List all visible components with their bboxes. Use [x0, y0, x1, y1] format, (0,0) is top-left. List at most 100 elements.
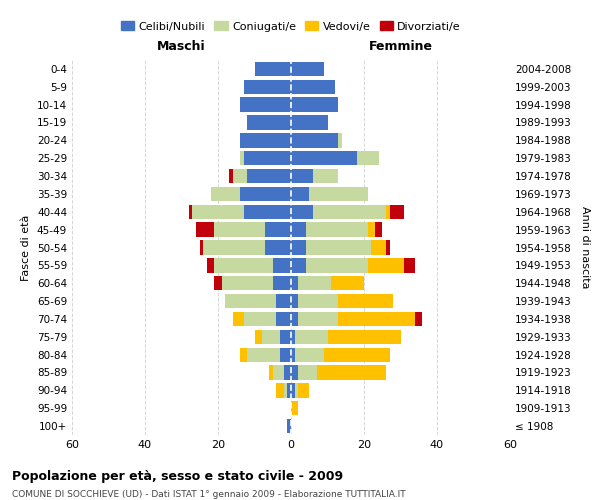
Bar	[298, 383, 309, 398]
Bar	[240, 348, 247, 362]
Bar	[338, 294, 393, 308]
Bar	[277, 294, 291, 308]
Bar	[368, 258, 404, 272]
Bar	[233, 312, 244, 326]
Bar	[291, 62, 324, 76]
Bar	[291, 330, 295, 344]
Bar	[200, 240, 203, 254]
Bar	[214, 276, 221, 290]
Bar	[280, 330, 291, 344]
Bar	[240, 98, 291, 112]
Bar	[273, 258, 291, 272]
Bar	[295, 383, 298, 398]
Bar	[211, 187, 240, 201]
Bar	[291, 294, 298, 308]
Bar	[273, 276, 291, 290]
Bar	[273, 366, 284, 380]
Bar	[291, 258, 305, 272]
Bar	[415, 312, 422, 326]
Bar	[244, 151, 291, 166]
Bar	[247, 169, 291, 183]
Bar	[262, 330, 280, 344]
Bar	[214, 258, 273, 272]
Bar	[244, 80, 291, 94]
Bar	[240, 187, 291, 201]
Bar	[389, 204, 404, 219]
Bar	[291, 276, 298, 290]
Bar	[371, 240, 386, 254]
Bar	[291, 348, 295, 362]
Bar	[305, 258, 368, 272]
Bar	[254, 62, 291, 76]
Bar	[317, 366, 386, 380]
Bar	[298, 276, 331, 290]
Bar	[226, 294, 277, 308]
Bar	[240, 151, 244, 166]
Bar	[291, 133, 338, 148]
Bar	[291, 80, 335, 94]
Bar	[368, 222, 375, 237]
Bar	[338, 312, 415, 326]
Bar	[309, 187, 368, 201]
Bar	[287, 383, 291, 398]
Bar	[284, 366, 291, 380]
Text: Popolazione per età, sesso e stato civile - 2009: Popolazione per età, sesso e stato civil…	[12, 470, 343, 483]
Bar	[203, 240, 265, 254]
Bar	[291, 240, 305, 254]
Y-axis label: Anni di nascita: Anni di nascita	[580, 206, 590, 289]
Bar	[331, 276, 364, 290]
Bar	[386, 204, 389, 219]
Bar	[214, 222, 265, 237]
Bar	[269, 366, 273, 380]
Bar	[291, 401, 298, 415]
Bar	[277, 312, 291, 326]
Bar	[229, 169, 233, 183]
Bar	[298, 366, 317, 380]
Bar	[305, 222, 368, 237]
Bar	[291, 204, 313, 219]
Bar	[298, 312, 338, 326]
Bar	[207, 258, 214, 272]
Bar	[291, 312, 298, 326]
Legend: Celibi/Nubili, Coniugati/e, Vedovi/e, Divorziati/e: Celibi/Nubili, Coniugati/e, Vedovi/e, Di…	[116, 17, 466, 36]
Bar	[295, 330, 328, 344]
Bar	[404, 258, 415, 272]
Bar	[291, 116, 328, 130]
Bar	[265, 240, 291, 254]
Bar	[287, 419, 291, 433]
Bar	[313, 204, 386, 219]
Text: Femmine: Femmine	[368, 40, 433, 52]
Bar	[265, 222, 291, 237]
Bar	[291, 98, 338, 112]
Bar	[291, 151, 356, 166]
Bar	[356, 151, 379, 166]
Text: COMUNE DI SOCCHIEVE (UD) - Dati ISTAT 1° gennaio 2009 - Elaborazione TUTTITALIA.: COMUNE DI SOCCHIEVE (UD) - Dati ISTAT 1°…	[12, 490, 406, 499]
Bar	[338, 133, 342, 148]
Bar	[291, 383, 295, 398]
Bar	[328, 330, 401, 344]
Bar	[291, 187, 309, 201]
Bar	[221, 276, 273, 290]
Bar	[298, 294, 338, 308]
Bar	[291, 169, 313, 183]
Bar	[196, 222, 214, 237]
Y-axis label: Fasce di età: Fasce di età	[22, 214, 31, 280]
Bar	[240, 133, 291, 148]
Bar	[254, 330, 262, 344]
Bar	[284, 383, 287, 398]
Bar	[277, 383, 284, 398]
Bar	[244, 204, 291, 219]
Bar	[244, 312, 277, 326]
Bar	[291, 366, 298, 380]
Bar	[375, 222, 382, 237]
Bar	[295, 348, 324, 362]
Bar	[189, 204, 193, 219]
Bar	[193, 204, 244, 219]
Bar	[247, 348, 280, 362]
Bar	[313, 169, 338, 183]
Bar	[247, 116, 291, 130]
Bar	[305, 240, 371, 254]
Text: Maschi: Maschi	[157, 40, 206, 52]
Bar	[233, 169, 247, 183]
Bar	[291, 222, 305, 237]
